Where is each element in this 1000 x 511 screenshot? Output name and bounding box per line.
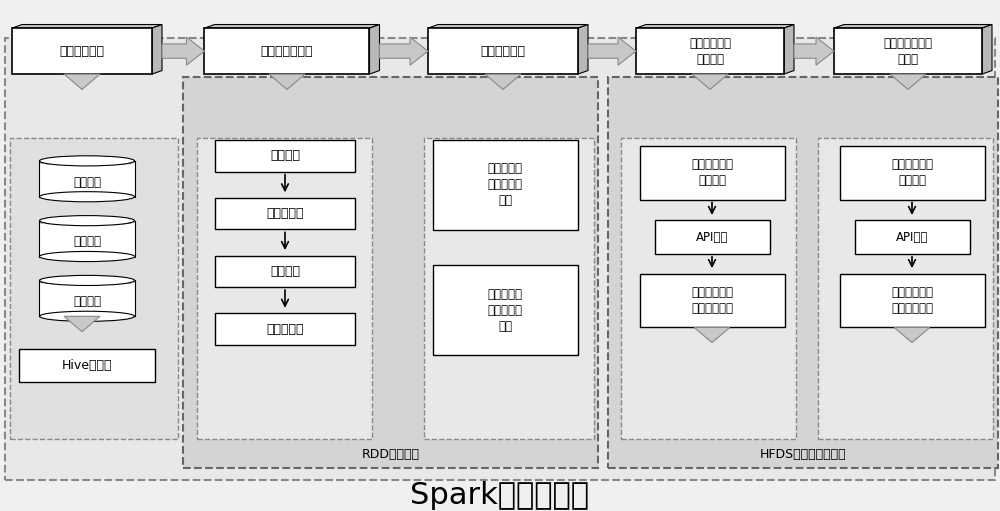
Bar <box>834 28 982 74</box>
Polygon shape <box>692 74 728 89</box>
Text: 装配质量问题
分类模块: 装配质量问题 分类模块 <box>689 37 731 65</box>
Polygon shape <box>784 25 794 74</box>
Text: 降维处理: 降维处理 <box>270 265 300 278</box>
Text: Spark大数据平台: Spark大数据平台 <box>411 481 590 510</box>
Text: API封装: API封装 <box>696 230 728 244</box>
Polygon shape <box>12 25 162 28</box>
Polygon shape <box>204 25 379 28</box>
Text: 报表数据: 报表数据 <box>73 295 101 308</box>
Bar <box>654 221 770 253</box>
Text: Hive数据库: Hive数据库 <box>62 359 112 372</box>
Bar <box>424 138 594 439</box>
Polygon shape <box>269 74 305 89</box>
Bar <box>818 138 993 439</box>
Ellipse shape <box>40 251 134 262</box>
Bar <box>39 161 134 197</box>
Bar <box>183 77 598 468</box>
Bar <box>854 221 970 253</box>
Bar <box>204 28 369 74</box>
Text: 装配质量问题
追溯模型: 装配质量问题 追溯模型 <box>891 158 933 187</box>
Text: 构建装配质
量问题分类
模型: 构建装配质 量问题分类 模型 <box>488 162 522 207</box>
Polygon shape <box>162 37 204 65</box>
Bar <box>215 256 355 287</box>
Text: 工艺数据: 工艺数据 <box>73 235 101 248</box>
Polygon shape <box>694 327 730 342</box>
Bar <box>215 140 355 172</box>
Bar <box>215 198 355 229</box>
Polygon shape <box>152 25 162 74</box>
Bar <box>10 138 178 439</box>
Bar <box>197 138 372 439</box>
Ellipse shape <box>40 275 134 286</box>
Polygon shape <box>894 327 930 342</box>
Ellipse shape <box>40 311 134 321</box>
Text: 数据预处理模块: 数据预处理模块 <box>261 44 313 58</box>
Polygon shape <box>982 25 992 74</box>
Text: 装配质量问题追
溯模块: 装配质量问题追 溯模块 <box>884 37 932 65</box>
Polygon shape <box>834 25 992 28</box>
Bar <box>840 274 984 327</box>
Polygon shape <box>64 74 100 89</box>
Polygon shape <box>890 74 926 89</box>
Text: 应用模型判定
质量问题类别: 应用模型判定 质量问题类别 <box>691 286 733 315</box>
Text: 构建装配质
量问题追溯
模型: 构建装配质 量问题追溯 模型 <box>488 288 522 333</box>
Bar <box>432 266 578 355</box>
Bar <box>215 313 355 345</box>
Polygon shape <box>588 37 636 65</box>
Polygon shape <box>369 25 379 74</box>
Bar <box>640 146 784 199</box>
Ellipse shape <box>40 156 134 166</box>
Text: 模型训练模块: 模型训练模块 <box>480 44 526 58</box>
Text: 清洗处理: 清洗处理 <box>270 149 300 162</box>
Polygon shape <box>636 25 794 28</box>
Bar <box>19 349 155 382</box>
Bar <box>640 274 784 327</box>
Polygon shape <box>578 25 588 74</box>
Bar <box>636 28 784 74</box>
Text: 应用模型追溯
质量问题根源: 应用模型追溯 质量问题根源 <box>891 286 933 315</box>
Text: 归一化处理: 归一化处理 <box>266 207 304 220</box>
Bar <box>12 28 152 74</box>
Ellipse shape <box>40 216 134 226</box>
Polygon shape <box>380 37 428 65</box>
Bar <box>5 38 995 480</box>
Bar <box>39 281 134 316</box>
Ellipse shape <box>40 192 134 202</box>
Text: 数据存储模块: 数据存储模块 <box>60 44 104 58</box>
Polygon shape <box>794 37 834 65</box>
Polygon shape <box>485 74 521 89</box>
Bar <box>621 138 796 439</box>
Bar <box>608 77 998 468</box>
Bar <box>432 140 578 229</box>
Bar <box>840 146 984 199</box>
Bar <box>428 28 578 74</box>
Bar <box>39 221 134 257</box>
Polygon shape <box>428 25 588 28</box>
Text: 离散化处理: 离散化处理 <box>266 322 304 336</box>
Text: API封装: API封装 <box>896 230 928 244</box>
Polygon shape <box>64 316 100 332</box>
Text: RDD计算框架: RDD计算框架 <box>361 448 419 461</box>
Text: HFDS分布式文件系统: HFDS分布式文件系统 <box>760 448 846 461</box>
Text: 装配质量问题
分类模型: 装配质量问题 分类模型 <box>691 158 733 187</box>
Text: 测试数据: 测试数据 <box>73 175 101 189</box>
